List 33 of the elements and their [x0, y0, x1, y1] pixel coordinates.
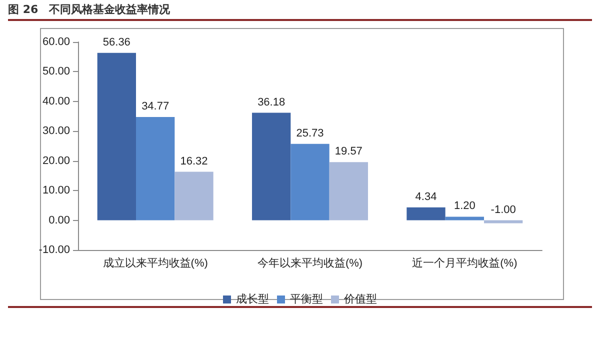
- bar: [136, 116, 175, 220]
- bar: [406, 207, 446, 220]
- y-tick-label: 50.00: [42, 66, 70, 78]
- bar: [329, 162, 368, 220]
- y-tick-label: 10.00: [42, 184, 70, 197]
- y-tick-label: 40.00: [42, 95, 70, 108]
- bar: [290, 144, 330, 220]
- bar: [174, 172, 214, 220]
- y-tick-label: 0.00: [48, 214, 70, 226]
- bar: [484, 220, 523, 224]
- y-tick-label: 60.00: [42, 36, 70, 48]
- bar: [445, 216, 484, 220]
- data-label: 19.57: [334, 146, 362, 158]
- x-tick-label: 成立以来平均收益(%): [102, 256, 208, 270]
- legend-label: 价值型: [343, 294, 377, 306]
- data-label: 25.73: [296, 127, 324, 140]
- x-tick-label: 近一个月平均收益(%): [412, 256, 518, 270]
- data-label: 16.32: [180, 155, 208, 168]
- data-label: 4.34: [415, 190, 437, 203]
- data-label: 56.36: [102, 36, 130, 48]
- legend-label: 成长型: [236, 292, 269, 306]
- x-tick-label: 今年以来平均收益(%): [257, 256, 363, 270]
- y-tick-label: -10.00: [38, 244, 70, 256]
- bar: [252, 112, 291, 220]
- y-tick-label: 20.00: [42, 154, 70, 167]
- data-label: 36.18: [258, 96, 286, 108]
- bar: [97, 52, 136, 220]
- data-label: 34.77: [142, 100, 170, 112]
- chart-title: 图 26 不同风格基金收益率情况: [8, 2, 592, 21]
- y-tick-label: 30.00: [42, 125, 70, 138]
- data-label: -1.00: [490, 204, 516, 216]
- data-label: 1.20: [454, 200, 476, 212]
- legend-label: 平衡型: [290, 294, 323, 306]
